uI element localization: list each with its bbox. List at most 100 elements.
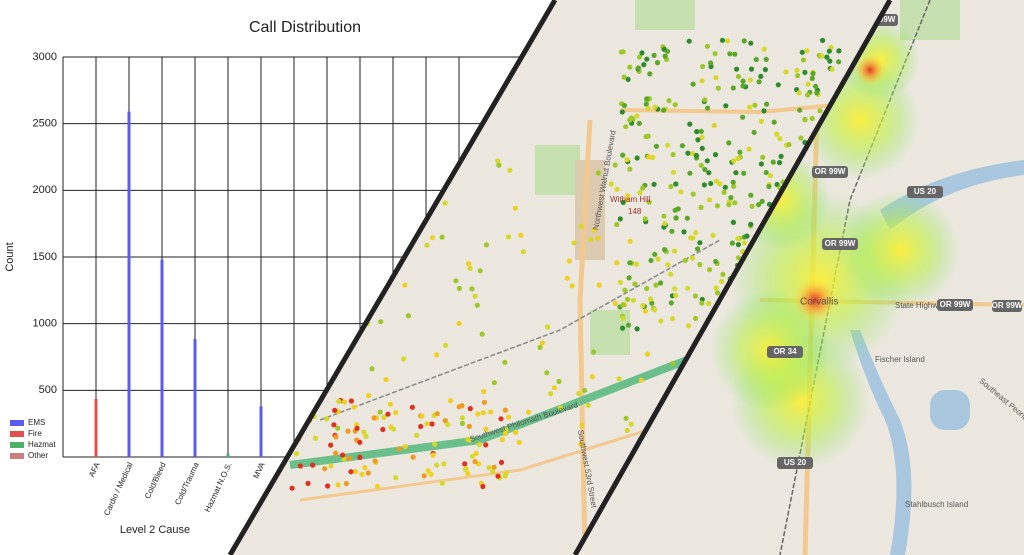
call-point <box>445 422 451 428</box>
call-point <box>620 315 626 321</box>
call-point <box>766 183 772 190</box>
call-point <box>516 439 522 445</box>
call-point <box>685 150 691 156</box>
call-point <box>735 73 742 80</box>
call-point <box>393 410 399 416</box>
call-point <box>341 456 347 462</box>
call-point <box>498 459 505 465</box>
call-point <box>800 57 807 63</box>
legend-label: Hazmat <box>28 440 56 449</box>
map-label: 148 <box>628 207 642 216</box>
call-point <box>362 465 368 471</box>
call-point <box>761 108 767 114</box>
call-point <box>564 275 570 281</box>
call-point <box>545 324 551 330</box>
call-point <box>662 247 668 253</box>
call-point <box>805 81 811 87</box>
call-point <box>712 152 719 158</box>
call-point <box>645 105 651 111</box>
call-point <box>705 300 712 306</box>
call-point <box>686 323 692 329</box>
call-point <box>662 220 668 227</box>
call-point <box>341 399 347 405</box>
call-point <box>644 351 651 357</box>
call-point <box>472 293 478 299</box>
call-point <box>746 146 752 152</box>
call-point <box>596 282 602 288</box>
call-point <box>481 399 487 405</box>
shield-label: OR 99W <box>940 300 971 309</box>
call-point <box>434 352 440 358</box>
call-point <box>637 54 643 60</box>
call-point <box>551 385 558 391</box>
call-point <box>740 78 746 84</box>
call-point <box>442 342 449 348</box>
call-point <box>673 293 679 299</box>
call-point <box>735 155 741 162</box>
call-point <box>289 485 295 491</box>
call-point <box>728 195 734 201</box>
call-point <box>622 287 628 293</box>
legend-swatch <box>10 453 24 459</box>
shield <box>812 166 848 178</box>
call-point <box>756 202 762 208</box>
call-point <box>686 38 692 44</box>
call-point <box>735 255 742 261</box>
call-point <box>644 285 650 292</box>
call-point <box>465 470 471 476</box>
call-point <box>624 427 630 433</box>
call-point <box>377 409 383 415</box>
call-point <box>695 246 701 252</box>
call-point <box>669 228 675 234</box>
park <box>900 0 960 40</box>
call-point <box>569 283 575 289</box>
call-point <box>698 128 704 134</box>
map-label: Corvallis <box>800 297 838 308</box>
heat-core <box>793 278 837 322</box>
call-point <box>626 275 632 281</box>
call-point <box>820 37 826 44</box>
call-point <box>409 404 415 410</box>
call-point <box>624 157 630 163</box>
call-point <box>678 189 684 195</box>
call-point <box>640 302 646 309</box>
call-point <box>401 356 407 362</box>
call-point <box>651 307 658 313</box>
call-point <box>579 422 585 428</box>
call-point <box>748 192 754 198</box>
call-point <box>385 168 392 174</box>
call-point <box>429 235 435 241</box>
call-point <box>623 415 629 421</box>
call-point <box>704 43 711 49</box>
call-point <box>737 149 743 155</box>
call-point <box>380 426 386 433</box>
call-point <box>722 184 728 190</box>
call-point <box>732 200 738 206</box>
call-point <box>357 439 363 445</box>
call-point <box>673 215 679 221</box>
call-point <box>425 468 431 474</box>
call-point <box>762 67 769 73</box>
call-point <box>640 185 646 191</box>
call-point <box>634 261 640 267</box>
call-point <box>512 205 519 211</box>
call-point <box>652 104 658 110</box>
call-point <box>441 461 447 467</box>
call-point <box>353 210 359 216</box>
call-point <box>699 300 705 306</box>
call-point <box>648 296 654 302</box>
call-point <box>643 134 649 140</box>
call-point <box>328 463 334 469</box>
call-point <box>381 414 387 420</box>
call-point <box>625 322 632 328</box>
shield <box>767 346 803 358</box>
call-point <box>783 69 789 75</box>
call-point <box>589 374 595 380</box>
map-label: State Highway 34 <box>895 301 958 310</box>
call-point <box>442 418 448 424</box>
call-point <box>740 83 746 89</box>
call-point <box>424 242 430 248</box>
legend-swatch <box>10 442 24 448</box>
call-point <box>351 404 357 410</box>
call-point <box>345 428 351 434</box>
